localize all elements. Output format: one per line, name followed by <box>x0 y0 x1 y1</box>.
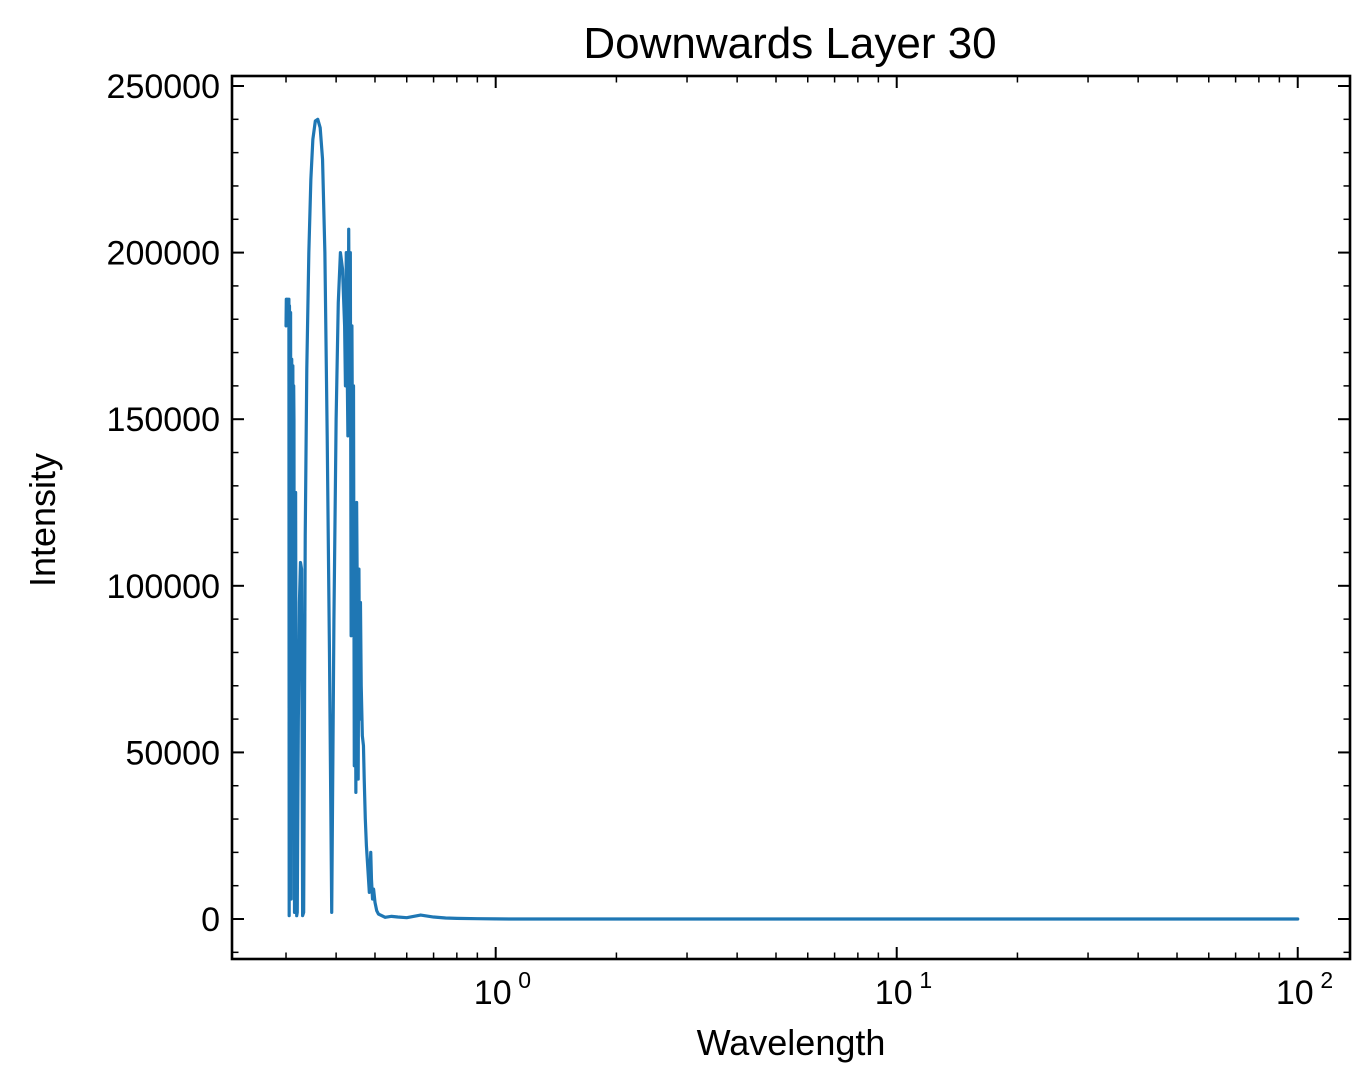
x-tick-label: 10 <box>875 974 913 1012</box>
plot-frame <box>230 74 1352 961</box>
x-tick-label: 10 <box>474 974 512 1012</box>
y-tick-label: 250000 <box>107 68 220 106</box>
series-line-0 <box>284 117 1300 921</box>
y-tick-label: 0 <box>201 901 220 939</box>
x-tick-label-exponent: 1 <box>919 967 932 993</box>
x-axis-label: Wavelength <box>697 1022 886 1063</box>
plot-line-layer <box>284 117 1300 921</box>
x-tick-label-exponent: 2 <box>1320 967 1333 993</box>
y-tick-label: 150000 <box>107 401 220 439</box>
y-tick-label: 50000 <box>125 734 220 772</box>
x-tick-label-exponent: 0 <box>518 967 531 993</box>
y-axis-label: Intensity <box>22 453 63 587</box>
y-tick-label: 200000 <box>107 235 220 273</box>
x-tick-label: 10 <box>1276 974 1314 1012</box>
chart-title: Downwards Layer 30 <box>583 19 996 68</box>
y-tick-label: 100000 <box>107 568 220 606</box>
